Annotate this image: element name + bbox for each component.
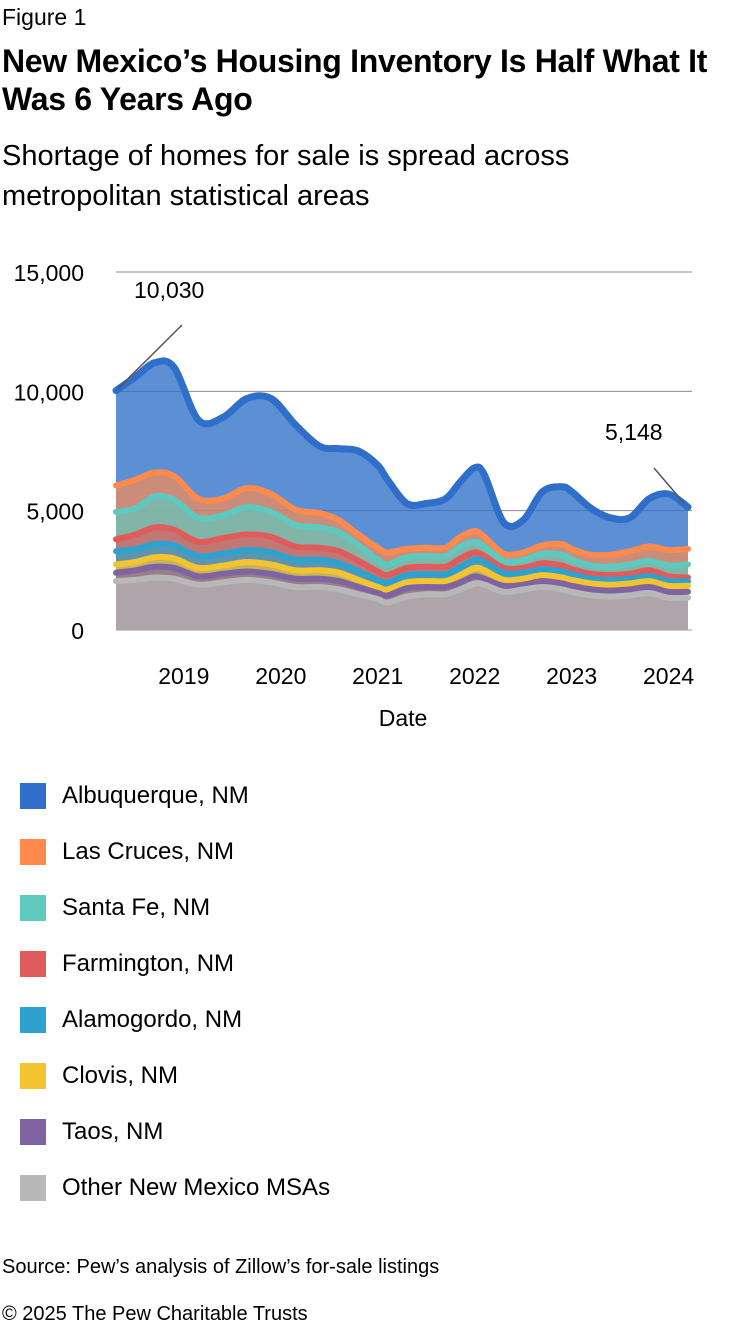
annotation-leader-line [117, 324, 183, 390]
line-las-cruces-nm [113, 469, 691, 559]
legend-label: Clovis, NM [62, 1062, 179, 1089]
legend-swatch [20, 1175, 46, 1201]
annotation-start-value: 10,030 [134, 277, 204, 303]
annotation-leader-line [653, 467, 685, 504]
legend-label: Other New Mexico MSAs [62, 1174, 331, 1201]
x-tick-label: 2023 [546, 663, 597, 689]
annotation-end-value: 5,148 [605, 419, 663, 445]
legend-label: Albuquerque, NM [62, 782, 249, 809]
legend-label: Taos, NM [62, 1118, 164, 1145]
chart-subtitle: Shortage of homes for sale is spread acr… [2, 140, 570, 212]
x-tick-label: 2019 [158, 663, 209, 689]
legend-label: Las Cruces, NM [62, 838, 235, 865]
y-tick-label: 15,000 [14, 260, 84, 286]
legend-item-alamogordo-nm: Alamogordo, NM [20, 992, 330, 1048]
legend-swatch [20, 1119, 46, 1145]
figure-label: Figure 1 [2, 4, 87, 30]
source-note: Source: Pew’s analysis of Zillow’s for-s… [2, 1256, 440, 1278]
legend-item-albuquerque-nm: Albuquerque, NM [20, 768, 330, 824]
line-other-new-mexico-msas [113, 574, 691, 606]
legend-swatch [20, 1063, 46, 1089]
chart-legend: Albuquerque, NM Las Cruces, NM Santa Fe, N… [20, 768, 330, 1216]
legend-swatch [20, 839, 46, 865]
line-clovis-nm [113, 553, 691, 593]
legend-item-clovis-nm: Clovis, NM [20, 1048, 330, 1104]
legend-item-taos-nm: Taos, NM [20, 1104, 330, 1160]
legend-swatch [20, 951, 46, 977]
x-tick-label: 2021 [352, 663, 403, 689]
x-tick-label: 2022 [449, 663, 500, 689]
line-farmington-nm [113, 524, 691, 581]
legend-label: Santa Fe, NM [62, 894, 211, 921]
y-tick-label: 10,000 [14, 379, 84, 405]
x-axis-label: Date [379, 705, 428, 731]
legend-label: Farmington, NM [62, 950, 235, 977]
x-tick-label: 2020 [255, 663, 306, 689]
legend-item-las-cruces-nm: Las Cruces, NM [20, 824, 330, 880]
legend-item-farmington-nm: Farmington, NM [20, 936, 330, 992]
legend-item-santa-fe-nm: Santa Fe, NM [20, 880, 330, 936]
stacked-area-chart: 0 5,000 10,000 15,000 2019 2020 2021 2022 2023 20… [14, 260, 695, 731]
line-albuquerque-nm [112, 357, 692, 531]
copyright-note: © 2025 The Pew Charitable Trusts [2, 1303, 308, 1325]
y-tick-label: 0 [71, 618, 84, 644]
legend-label: Alamogordo, NM [62, 1006, 243, 1033]
chart-title: New Mexico’s Housing Inventory Is Half W… [2, 43, 708, 117]
legend-swatch [20, 895, 46, 921]
x-tick-label: 2024 [643, 663, 694, 689]
line-santa-fe-nm [113, 492, 691, 570]
legend-swatch [20, 783, 46, 809]
area-other-new-mexico-msas [116, 577, 688, 630]
line-taos-nm [113, 563, 691, 599]
y-tick-label: 5,000 [26, 499, 84, 525]
legend-item-other-new-mexico-msas: Other New Mexico MSAs [20, 1160, 330, 1216]
legend-swatch [20, 1007, 46, 1033]
line-alamogordo-nm [113, 540, 691, 586]
